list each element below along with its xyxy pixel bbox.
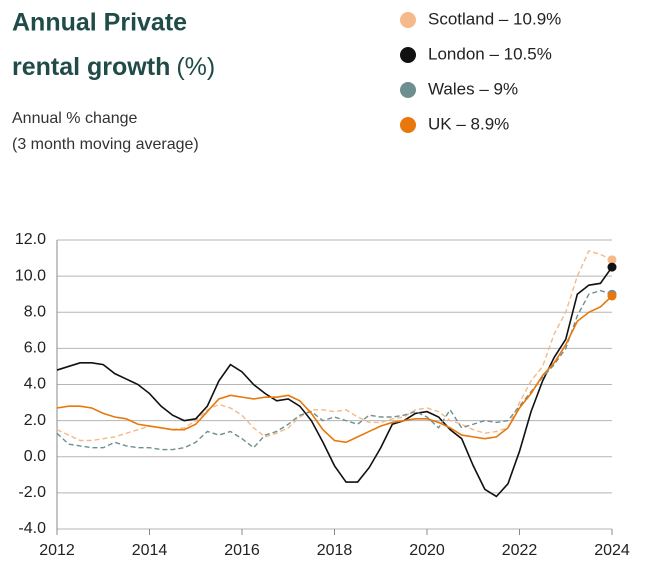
chart-title: rental growth — [12, 53, 170, 81]
x-tick-label: 2020 — [409, 542, 445, 559]
end-marker — [607, 262, 617, 272]
x-tick-label: 2024 — [594, 542, 630, 559]
y-tick-label: 2.0 — [24, 412, 46, 429]
end-marker — [607, 255, 617, 265]
series-line — [56, 249, 613, 442]
y-tick-label: 10.0 — [15, 267, 46, 284]
subtitle: (3 month moving average) — [12, 136, 199, 153]
subtitle: Annual % change — [12, 110, 138, 127]
x-tick-label: 2014 — [132, 542, 168, 559]
end-marker — [607, 291, 617, 301]
x-tick-label: 2016 — [224, 542, 260, 559]
x-tick-label: 2022 — [502, 542, 538, 559]
title-unit: (%) — [176, 53, 215, 81]
series-line — [56, 295, 613, 444]
y-tick-label: 8.0 — [24, 303, 46, 320]
legend-label: Scotland – 10.9% — [428, 9, 561, 28]
chart-title: Annual Private — [12, 9, 187, 37]
legend-label: London – 10.5% — [428, 44, 552, 63]
y-tick-label: -2.0 — [18, 484, 46, 501]
legend-swatch — [400, 12, 416, 28]
legend-label: UK – 8.9% — [428, 114, 509, 133]
x-tick-label: 2018 — [317, 542, 353, 559]
series-line — [56, 266, 613, 498]
y-tick-label: -4.0 — [18, 520, 46, 537]
x-tick-label: 2012 — [39, 542, 75, 559]
y-tick-label: 0.0 — [24, 448, 46, 465]
series-line — [56, 289, 613, 451]
legend-swatch — [400, 47, 416, 63]
legend-swatch — [400, 117, 416, 133]
y-tick-label: 6.0 — [24, 340, 46, 357]
y-tick-label: 12.0 — [15, 231, 46, 248]
legend-swatch — [400, 82, 416, 98]
chart-title: rental growth (%) — [12, 53, 215, 81]
legend-label: Wales – 9% — [428, 79, 518, 98]
y-tick-label: 4.0 — [24, 376, 46, 393]
